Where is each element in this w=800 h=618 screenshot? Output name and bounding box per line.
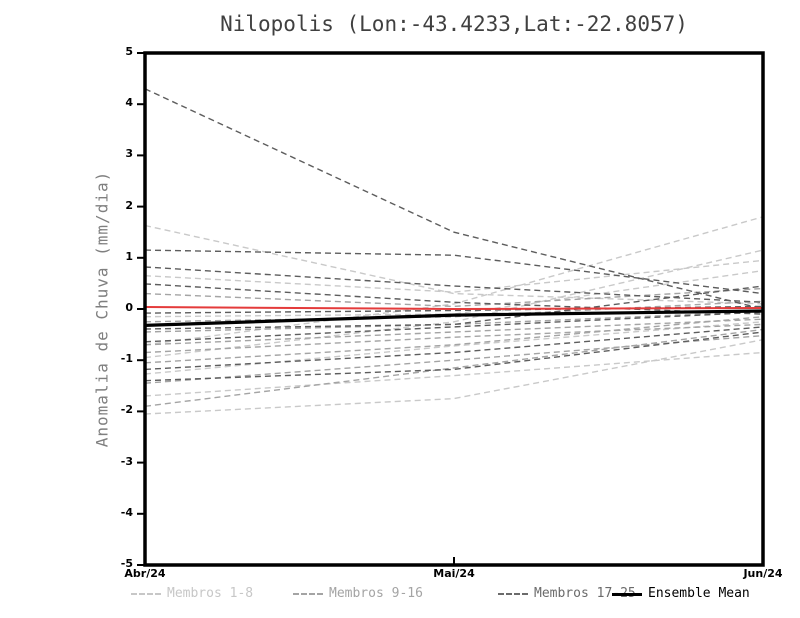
member-line	[144, 328, 764, 407]
member-line	[144, 283, 764, 315]
member-line	[144, 300, 764, 323]
member-line	[144, 321, 764, 375]
legend-label: Membros 17-25	[534, 586, 636, 601]
x-tick-label-abr: Abr/24	[124, 567, 166, 580]
member-line	[144, 88, 764, 310]
y-tick-label: -4	[120, 505, 133, 519]
member-line	[144, 316, 764, 364]
legend-item-ensemble-mean: Ensemble Mean	[612, 584, 782, 604]
legend-item-membros-17-25: Membros 17-25	[498, 584, 678, 604]
member-line	[144, 326, 764, 371]
reference-line	[144, 306, 764, 311]
member-line	[144, 339, 764, 415]
solid-line-sample-icon	[612, 593, 642, 596]
y-tick-label: -3	[120, 454, 133, 468]
legend-label: Membros 1-8	[167, 586, 254, 601]
member-line	[144, 259, 764, 293]
y-tick-label: 2	[125, 198, 133, 212]
x-tick-label-jun: Jun/24	[743, 567, 783, 580]
x-tick-label-mai: Mai/24	[433, 567, 475, 580]
y-tick-label: 4	[125, 96, 133, 110]
legend-item-membros-1-8: Membros 1-8	[131, 584, 291, 604]
y-tick-label: -5	[120, 557, 133, 570]
member-line	[144, 249, 764, 359]
chart-title: Nilopolis (Lon:-43.4233,Lat:-22.8057)	[220, 12, 688, 36]
member-line	[144, 249, 764, 295]
member-line	[144, 351, 764, 397]
dashed-line-sample-icon	[498, 593, 528, 595]
plot-area	[137, 51, 765, 567]
y-tick-label: -2	[120, 403, 133, 417]
y-tick-label: 1	[125, 249, 133, 263]
member-line	[144, 287, 764, 308]
legend-label: Ensemble Mean	[648, 586, 750, 601]
legend: Membros 1-8 Membros 9-16 Membros 17-25 E…	[0, 584, 800, 606]
dashed-line-sample-icon	[293, 593, 323, 595]
member-line	[144, 318, 764, 346]
legend-label: Membros 9-16	[329, 586, 423, 601]
y-tick-label: 0	[125, 301, 133, 314]
member-line	[144, 311, 764, 343]
y-tick-label: 5	[125, 45, 133, 58]
y-tick-label: -1	[120, 352, 133, 366]
member-line	[144, 224, 764, 305]
member-line	[144, 269, 764, 318]
member-line	[144, 331, 764, 382]
member-line	[144, 285, 764, 330]
legend-item-membros-9-16: Membros 9-16	[293, 584, 463, 604]
member-line	[144, 310, 764, 333]
y-tick-label: 3	[125, 147, 133, 161]
member-line	[144, 216, 764, 346]
member-line	[144, 323, 764, 354]
member-line	[144, 334, 764, 384]
dashed-line-sample-icon	[131, 593, 161, 595]
ensemble-mean-line	[144, 309, 764, 327]
member-line	[144, 266, 764, 303]
